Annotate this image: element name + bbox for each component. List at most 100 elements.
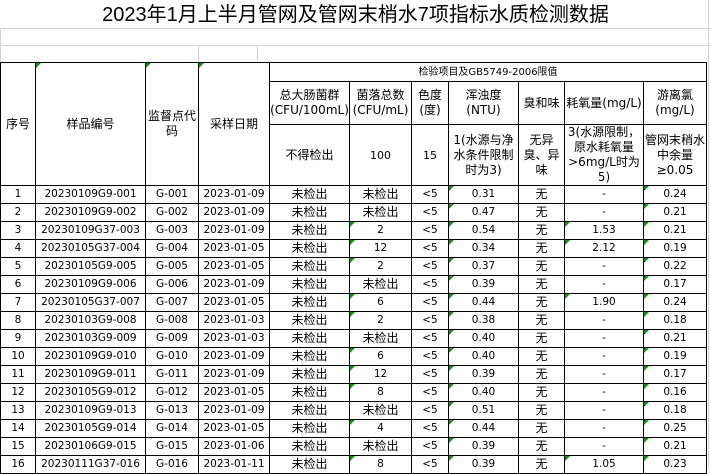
cell-cod[interactable]: - [564,419,644,438]
cell-chlorine[interactable]: 0.17 [642,275,708,294]
cell-turbidity[interactable]: 0.44 [448,419,519,438]
cell-chlorine[interactable]: 0.16 [642,383,708,402]
cell-cod[interactable]: - [564,365,644,384]
cell-chlorine[interactable]: 0.24 [642,293,708,312]
cell-cod[interactable]: 1.90 [564,293,644,312]
cell-chlorine[interactable]: 0.22 [642,257,708,276]
header-coliform[interactable]: 总大肠菌群 (CFU/100mL) [269,81,350,125]
cell-colony[interactable]: 未检出 [349,329,412,348]
cell-odor[interactable]: 无 [518,221,565,240]
cell-chlorine[interactable]: 0.18 [642,401,708,420]
cell-colony[interactable]: 未检出 [349,401,412,420]
cell-sample-no[interactable]: 20230106G9-015 [35,437,146,456]
cell-site-code[interactable]: G-007 [145,293,199,312]
cell-seq[interactable]: 16 [0,455,36,474]
cell-odor[interactable]: 无 [518,275,565,294]
cell-colony[interactable]: 未检出 [349,185,412,204]
limit-coliform[interactable]: 不得检出 [269,124,350,186]
cell-turbidity[interactable]: 0.38 [448,311,519,330]
cell-color[interactable]: <5 [411,239,449,258]
cell-turbidity[interactable]: 0.39 [448,365,519,384]
cell-colony[interactable]: 12 [349,365,412,384]
cell-color[interactable]: <5 [411,437,449,456]
header-color[interactable]: 色度 (度) [411,81,449,125]
cell-sample-date[interactable]: 2023-01-09 [198,365,270,384]
cell-seq[interactable]: 7 [0,293,36,312]
cell-cod[interactable]: 2.12 [564,239,644,258]
cell-color[interactable]: <5 [411,329,449,348]
cell-colony[interactable]: 6 [349,293,412,312]
cell-coliform[interactable]: 未检出 [269,365,350,384]
cell-sample-no[interactable]: 20230105G37-007 [35,293,146,312]
cell-color[interactable]: <5 [411,419,449,438]
cell-chlorine[interactable]: 0.21 [642,221,708,240]
limit-color[interactable]: 15 [411,124,449,186]
header-colony[interactable]: 菌落总数 (CFU/mL) [349,81,412,125]
cell-colony[interactable]: 12 [349,239,412,258]
cell-turbidity[interactable]: 0.37 [448,257,519,276]
cell-sample-no[interactable]: 20230105G9-005 [35,257,146,276]
cell-turbidity[interactable]: 0.39 [448,437,519,456]
cell-sample-no[interactable]: 20230109G37-003 [35,221,146,240]
cell-colony[interactable]: 未检出 [349,437,412,456]
cell-coliform[interactable]: 未检出 [269,311,350,330]
cell-color[interactable]: <5 [411,347,449,366]
cell-site-code[interactable]: G-002 [145,203,199,222]
cell-sample-date[interactable]: 2023-01-03 [198,311,270,330]
cell-sample-no[interactable]: 20230105G37-004 [35,239,146,258]
header-sample-no[interactable]: 样品编号 [35,62,146,186]
cell-odor[interactable]: 无 [518,257,565,276]
header-seq[interactable]: 序号 [0,62,36,186]
cell-sample-no[interactable]: 20230109G9-002 [35,203,146,222]
cell-colony[interactable]: 未检出 [349,203,412,222]
cell-sample-no[interactable]: 20230109G9-006 [35,275,146,294]
limit-odor[interactable]: 无异臭、异味 [518,124,565,186]
cell-sample-date[interactable]: 2023-01-05 [198,383,270,402]
cell-seq[interactable]: 4 [0,239,36,258]
cell-sample-no[interactable]: 20230105G9-014 [35,419,146,438]
cell-chlorine[interactable]: 0.17 [642,365,708,384]
cell-coliform[interactable]: 未检出 [269,203,350,222]
cell-seq[interactable]: 13 [0,401,36,420]
cell-cod[interactable]: - [564,311,644,330]
cell-colony[interactable]: 2 [349,221,412,240]
cell-color[interactable]: <5 [411,185,449,204]
cell-odor[interactable]: 无 [518,347,565,366]
header-odor[interactable]: 臭和味 [518,81,565,125]
cell-colony[interactable]: 4 [349,419,412,438]
cell-color[interactable]: <5 [411,455,449,474]
cell-colony[interactable]: 2 [349,311,412,330]
cell-seq[interactable]: 6 [0,275,36,294]
limit-cod[interactable]: 3(水源限制，原水耗氧量>6mg/L时为5) [564,124,644,186]
cell-cod[interactable]: 1.05 [564,455,644,474]
cell-coliform[interactable]: 未检出 [269,455,350,474]
cell-colony[interactable]: 6 [349,347,412,366]
cell-site-code[interactable]: G-003 [145,221,199,240]
cell-site-code[interactable]: G-008 [145,311,199,330]
cell-coliform[interactable]: 未检出 [269,239,350,258]
header-group[interactable]: 检验项目及GB5749-2006限值 [268,62,708,82]
cell-site-code[interactable]: G-013 [145,401,199,420]
cell-cod[interactable]: 1.53 [564,221,644,240]
cell-coliform[interactable]: 未检出 [269,383,350,402]
cell-odor[interactable]: 无 [518,239,565,258]
header-sample-date[interactable]: 采样日期 [198,62,270,186]
cell-seq[interactable]: 15 [0,437,36,456]
cell-odor[interactable]: 无 [518,455,565,474]
cell-sample-date[interactable]: 2023-01-03 [198,329,270,348]
cell-color[interactable]: <5 [411,293,449,312]
cell-coliform[interactable]: 未检出 [269,221,350,240]
cell-chlorine[interactable]: 0.23 [642,455,708,474]
cell-sample-no[interactable]: 20230109G9-001 [35,185,146,204]
cell-chlorine[interactable]: 0.21 [642,329,708,348]
cell-cod[interactable]: - [564,383,644,402]
cell-coliform[interactable]: 未检出 [269,401,350,420]
cell-color[interactable]: <5 [411,257,449,276]
header-turbidity[interactable]: 浑浊度 (NTU) [448,81,519,125]
limit-turbidity[interactable]: 1(水源与净水条件限制时为3) [448,124,519,186]
cell-sample-no[interactable]: 20230105G9-012 [35,383,146,402]
cell-cod[interactable]: - [564,347,644,366]
cell-sample-no[interactable]: 20230109G9-010 [35,347,146,366]
cell-sample-date[interactable]: 2023-01-09 [198,185,270,204]
cell-turbidity[interactable]: 0.51 [448,401,519,420]
